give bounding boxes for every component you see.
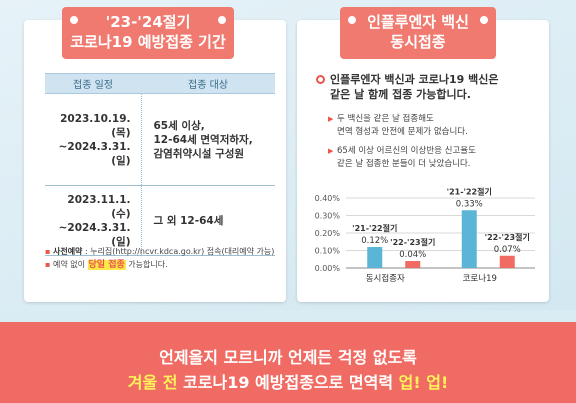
title-line-1: '23-'24절기 bbox=[105, 13, 191, 31]
x-category-label: 동시접종자 bbox=[366, 273, 405, 284]
safety-note-text: 두 백신을 같은 날 접종해도 면역 형성과 안전에 문제가 없습니다. bbox=[337, 114, 468, 137]
data-label: 0.07% bbox=[494, 245, 521, 255]
data-label: 0.33% bbox=[456, 199, 483, 209]
data-label: 0.12% bbox=[361, 236, 388, 246]
tag-hole-icon bbox=[70, 16, 78, 24]
y-tick-label: 0.10% bbox=[315, 247, 341, 256]
adverse-reaction-chart: 0.40% 0.30% 0.20% 0.10% 0.00% 0.12% '21-'22절기 0… bbox=[315, 186, 535, 284]
same-day-highlight: 당일 접종 bbox=[87, 260, 126, 270]
note-label: 사전예약 bbox=[52, 247, 83, 256]
tag-hole-icon bbox=[348, 16, 356, 24]
bar bbox=[405, 261, 421, 268]
bottom-banner: 언제올지 모르니까 언제든 걱정 없도록 겨울 전 코로나19 예방접종으로 면… bbox=[0, 322, 576, 403]
schedule-period: 2023.11.1.(수) ~2024.3.31.(일) bbox=[45, 185, 141, 256]
bar bbox=[461, 210, 477, 268]
schedule-period: 2023.10.19.(목) ~2024.3.31.(일) bbox=[45, 93, 141, 186]
title-line-2: 동시접종 bbox=[390, 33, 446, 51]
schedule-target: 그 외 12-64세 bbox=[140, 185, 275, 256]
vaccination-schedule-table: 접종 일정 접종 대상 2023.10.19.(목) ~2024.3.31.(일… bbox=[45, 73, 275, 256]
series-label: '21-'22절기 bbox=[447, 186, 492, 196]
series-label: '21-'22절기 bbox=[352, 223, 397, 233]
series-label: '22-'23절기 bbox=[390, 237, 435, 247]
bar bbox=[367, 247, 383, 268]
y-tick-label: 0.40% bbox=[315, 194, 341, 203]
data-label: 0.04% bbox=[399, 250, 426, 260]
note-text: 예약 없이 bbox=[52, 260, 88, 269]
vaccination-period-title-tag: '23-'24절기 코로나19 예방접종 기간 bbox=[62, 7, 234, 59]
adverse-reaction-note: ▶ 65세 이상 어르신의 이상반응 신고율도 같은 날 접종한 분들이 더 낮… bbox=[328, 145, 543, 171]
banner-highlight-up: 업! 업! bbox=[398, 373, 449, 392]
y-tick-label: 0.20% bbox=[315, 229, 341, 238]
heading-text: 인플루엔자 백신과 코로나19 백신은 같은 날 함께 접종 가능합니다. bbox=[330, 73, 499, 101]
schedule-target: 65세 이상, 12-64세 면역저하자, 감염취약시설 구성원 bbox=[140, 93, 275, 186]
banner-line-2: 겨울 전 코로나19 예방접종으로 면역력 업! 업! bbox=[0, 369, 576, 393]
table-header-row: 접종 일정 접종 대상 bbox=[45, 73, 275, 94]
note-text: 가능합니다. bbox=[125, 260, 168, 269]
column-header-target: 접종 대상 bbox=[141, 73, 275, 94]
note-reservation: ▪ 사전예약 : 누리집(http://ncvr.kdca.go.kr) 접속(… bbox=[45, 245, 280, 258]
title-line-1: 인플루엔자 백신 bbox=[367, 13, 469, 31]
square-bullet-icon: ▪ bbox=[45, 260, 51, 269]
coadministration-heading: 인플루엔자 백신과 코로나19 백신은 같은 날 함께 접종 가능합니다. bbox=[316, 72, 546, 102]
banner-line-1: 언제올지 모르니까 언제든 걱정 없도록 bbox=[159, 348, 417, 367]
triangle-bullet-icon: ▶ bbox=[328, 147, 334, 155]
tag-hole-icon bbox=[218, 16, 226, 24]
note-text: : 누리집(http://ncvr.kdca.go.kr) 접속(대리예약 가능… bbox=[82, 247, 275, 256]
reservation-notes: ▪ 사전예약 : 누리집(http://ncvr.kdca.go.kr) 접속(… bbox=[45, 245, 280, 272]
y-tick-label: 0.30% bbox=[315, 212, 341, 221]
triangle-bullet-icon: ▶ bbox=[328, 115, 334, 123]
note-same-day: ▪ 예약 없이 당일 접종 가능합니다. bbox=[45, 258, 280, 272]
series-label: '22-'23절기 bbox=[485, 232, 530, 242]
banner-highlight-before-winter: 겨울 전 bbox=[127, 373, 178, 392]
x-category-label: 코로나19 bbox=[463, 274, 497, 284]
table-row: 2023.11.1.(수) ~2024.3.31.(일) 그 외 12-64세 bbox=[45, 185, 275, 256]
simultaneous-vaccination-card bbox=[297, 20, 549, 302]
banner-text: 코로나19 예방접종으로 면역력 bbox=[177, 373, 399, 392]
adverse-reaction-note-text: 65세 이상 어르신의 이상반응 신고율도 같은 날 접종한 분들이 더 낮았습… bbox=[337, 146, 476, 169]
column-header-period: 접종 일정 bbox=[45, 73, 141, 94]
circle-bullet-icon bbox=[316, 75, 325, 84]
tag-hole-icon bbox=[480, 16, 488, 24]
bar bbox=[499, 255, 515, 268]
square-bullet-icon: ▪ bbox=[45, 247, 51, 256]
y-tick-label: 0.00% bbox=[315, 264, 341, 273]
safety-note: ▶ 두 백신을 같은 날 접종해도 면역 형성과 안전에 문제가 없습니다. bbox=[328, 113, 543, 139]
title-line-2: 코로나19 예방접종 기간 bbox=[70, 33, 226, 51]
table-row: 2023.10.19.(목) ~2024.3.31.(일) 65세 이상, 12… bbox=[45, 93, 275, 186]
simultaneous-vaccination-title-tag: 인플루엔자 백신 동시접종 bbox=[340, 7, 496, 59]
